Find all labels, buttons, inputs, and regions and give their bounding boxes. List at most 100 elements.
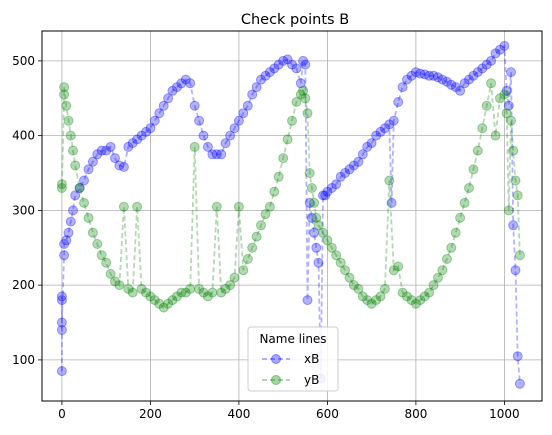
data-point-xB <box>149 115 160 126</box>
series-yB <box>56 78 525 313</box>
data-point-yB <box>446 242 457 253</box>
data-point-yB <box>309 197 320 208</box>
data-point-yB <box>472 145 483 156</box>
data-point-xB <box>269 63 280 74</box>
data-point-yB <box>63 115 74 126</box>
data-point-xB <box>495 44 505 55</box>
data-point-yB <box>495 93 505 104</box>
data-point-yB <box>74 183 85 193</box>
data-point-xB <box>282 54 293 65</box>
data-point-yB <box>256 220 266 231</box>
data-point-xB <box>304 197 315 208</box>
legend-title: Name lines <box>259 332 326 346</box>
data-point-xB <box>61 235 72 246</box>
data-point-yB <box>260 209 271 220</box>
data-point-yB <box>176 287 187 298</box>
data-point-xB <box>132 134 143 145</box>
data-point-xB <box>56 295 67 306</box>
data-point-xB <box>503 100 514 111</box>
data-point-xB <box>415 68 426 79</box>
y-tick-label: 300 <box>12 203 35 217</box>
data-point-yB <box>326 242 337 253</box>
data-point-yB <box>238 265 249 276</box>
data-point-yB <box>348 280 359 291</box>
data-point-yB <box>141 287 151 298</box>
data-point-xB <box>251 82 262 93</box>
data-point-xB <box>207 149 218 160</box>
data-point-xB <box>311 242 322 253</box>
data-point-yB <box>278 153 289 164</box>
data-point-yB <box>490 130 501 141</box>
data-point-xB <box>233 115 244 126</box>
data-point-yB <box>70 160 81 171</box>
data-point-yB <box>304 168 315 178</box>
data-point-xB <box>375 126 386 137</box>
data-point-xB <box>87 156 98 167</box>
data-point-yB <box>194 283 205 294</box>
data-point-xB <box>419 69 430 80</box>
data-point-xB <box>211 149 222 160</box>
data-point-xB <box>225 130 236 141</box>
data-point-xB <box>331 179 342 190</box>
data-point-xB <box>379 123 390 134</box>
data-point-yB <box>375 291 386 302</box>
data-point-yB <box>331 250 342 261</box>
data-point-yB <box>388 265 399 276</box>
data-point-yB <box>149 295 160 306</box>
data-point-xB <box>512 351 523 362</box>
data-point-xB <box>388 115 399 126</box>
data-point-yB <box>464 183 474 193</box>
data-point-xB <box>260 70 271 81</box>
data-point-xB <box>348 160 359 171</box>
data-point-xB <box>264 67 275 78</box>
data-point-yB <box>335 257 346 268</box>
data-point-xB <box>189 100 200 111</box>
data-point-xB <box>238 108 249 119</box>
data-point-xB <box>123 141 134 152</box>
data-point-yB <box>189 141 200 152</box>
x-tick-label: 600 <box>316 407 339 421</box>
data-point-yB <box>264 201 275 212</box>
data-point-yB <box>384 175 395 186</box>
grid-lines <box>42 31 542 401</box>
data-point-yB <box>441 254 452 264</box>
data-point-xB <box>410 67 421 78</box>
data-point-yB <box>56 179 67 190</box>
data-point-xB <box>291 63 302 74</box>
data-point-xB <box>309 227 320 238</box>
y-tick-label: 400 <box>12 129 35 143</box>
x-tick-label: 0 <box>58 407 66 421</box>
data-point-xB <box>220 138 231 149</box>
data-point-yB <box>366 298 377 309</box>
data-point-xB <box>506 67 516 78</box>
data-point-yB <box>313 220 324 231</box>
data-point-xB <box>335 171 346 182</box>
data-point-yB <box>298 85 309 96</box>
data-point-yB <box>424 287 435 298</box>
data-point-xB <box>56 291 67 302</box>
legend-label-yB: yB <box>304 373 319 387</box>
data-point-yB <box>180 287 191 298</box>
data-point-xB <box>127 138 138 149</box>
legend: Name lines xB yB <box>247 326 339 392</box>
data-point-xB <box>278 55 289 66</box>
data-point-xB <box>326 183 337 193</box>
data-point-xB <box>110 153 120 164</box>
data-point-xB <box>158 100 169 111</box>
data-point-yB <box>114 280 125 291</box>
data-point-xB <box>92 149 103 160</box>
data-point-yB <box>428 280 439 291</box>
data-point-xB <box>83 164 94 175</box>
data-point-yB <box>167 295 178 306</box>
data-point-xB <box>136 130 147 141</box>
data-point-yB <box>322 235 333 246</box>
data-point-xB <box>508 220 519 231</box>
data-point-yB <box>512 190 523 201</box>
data-point-xB <box>514 378 525 389</box>
data-point-yB <box>481 100 492 111</box>
data-point-xB <box>172 82 182 93</box>
data-point-xB <box>468 70 479 81</box>
data-point-xB <box>273 59 284 70</box>
data-point-xB <box>477 63 488 74</box>
data-point-xB <box>70 190 81 201</box>
